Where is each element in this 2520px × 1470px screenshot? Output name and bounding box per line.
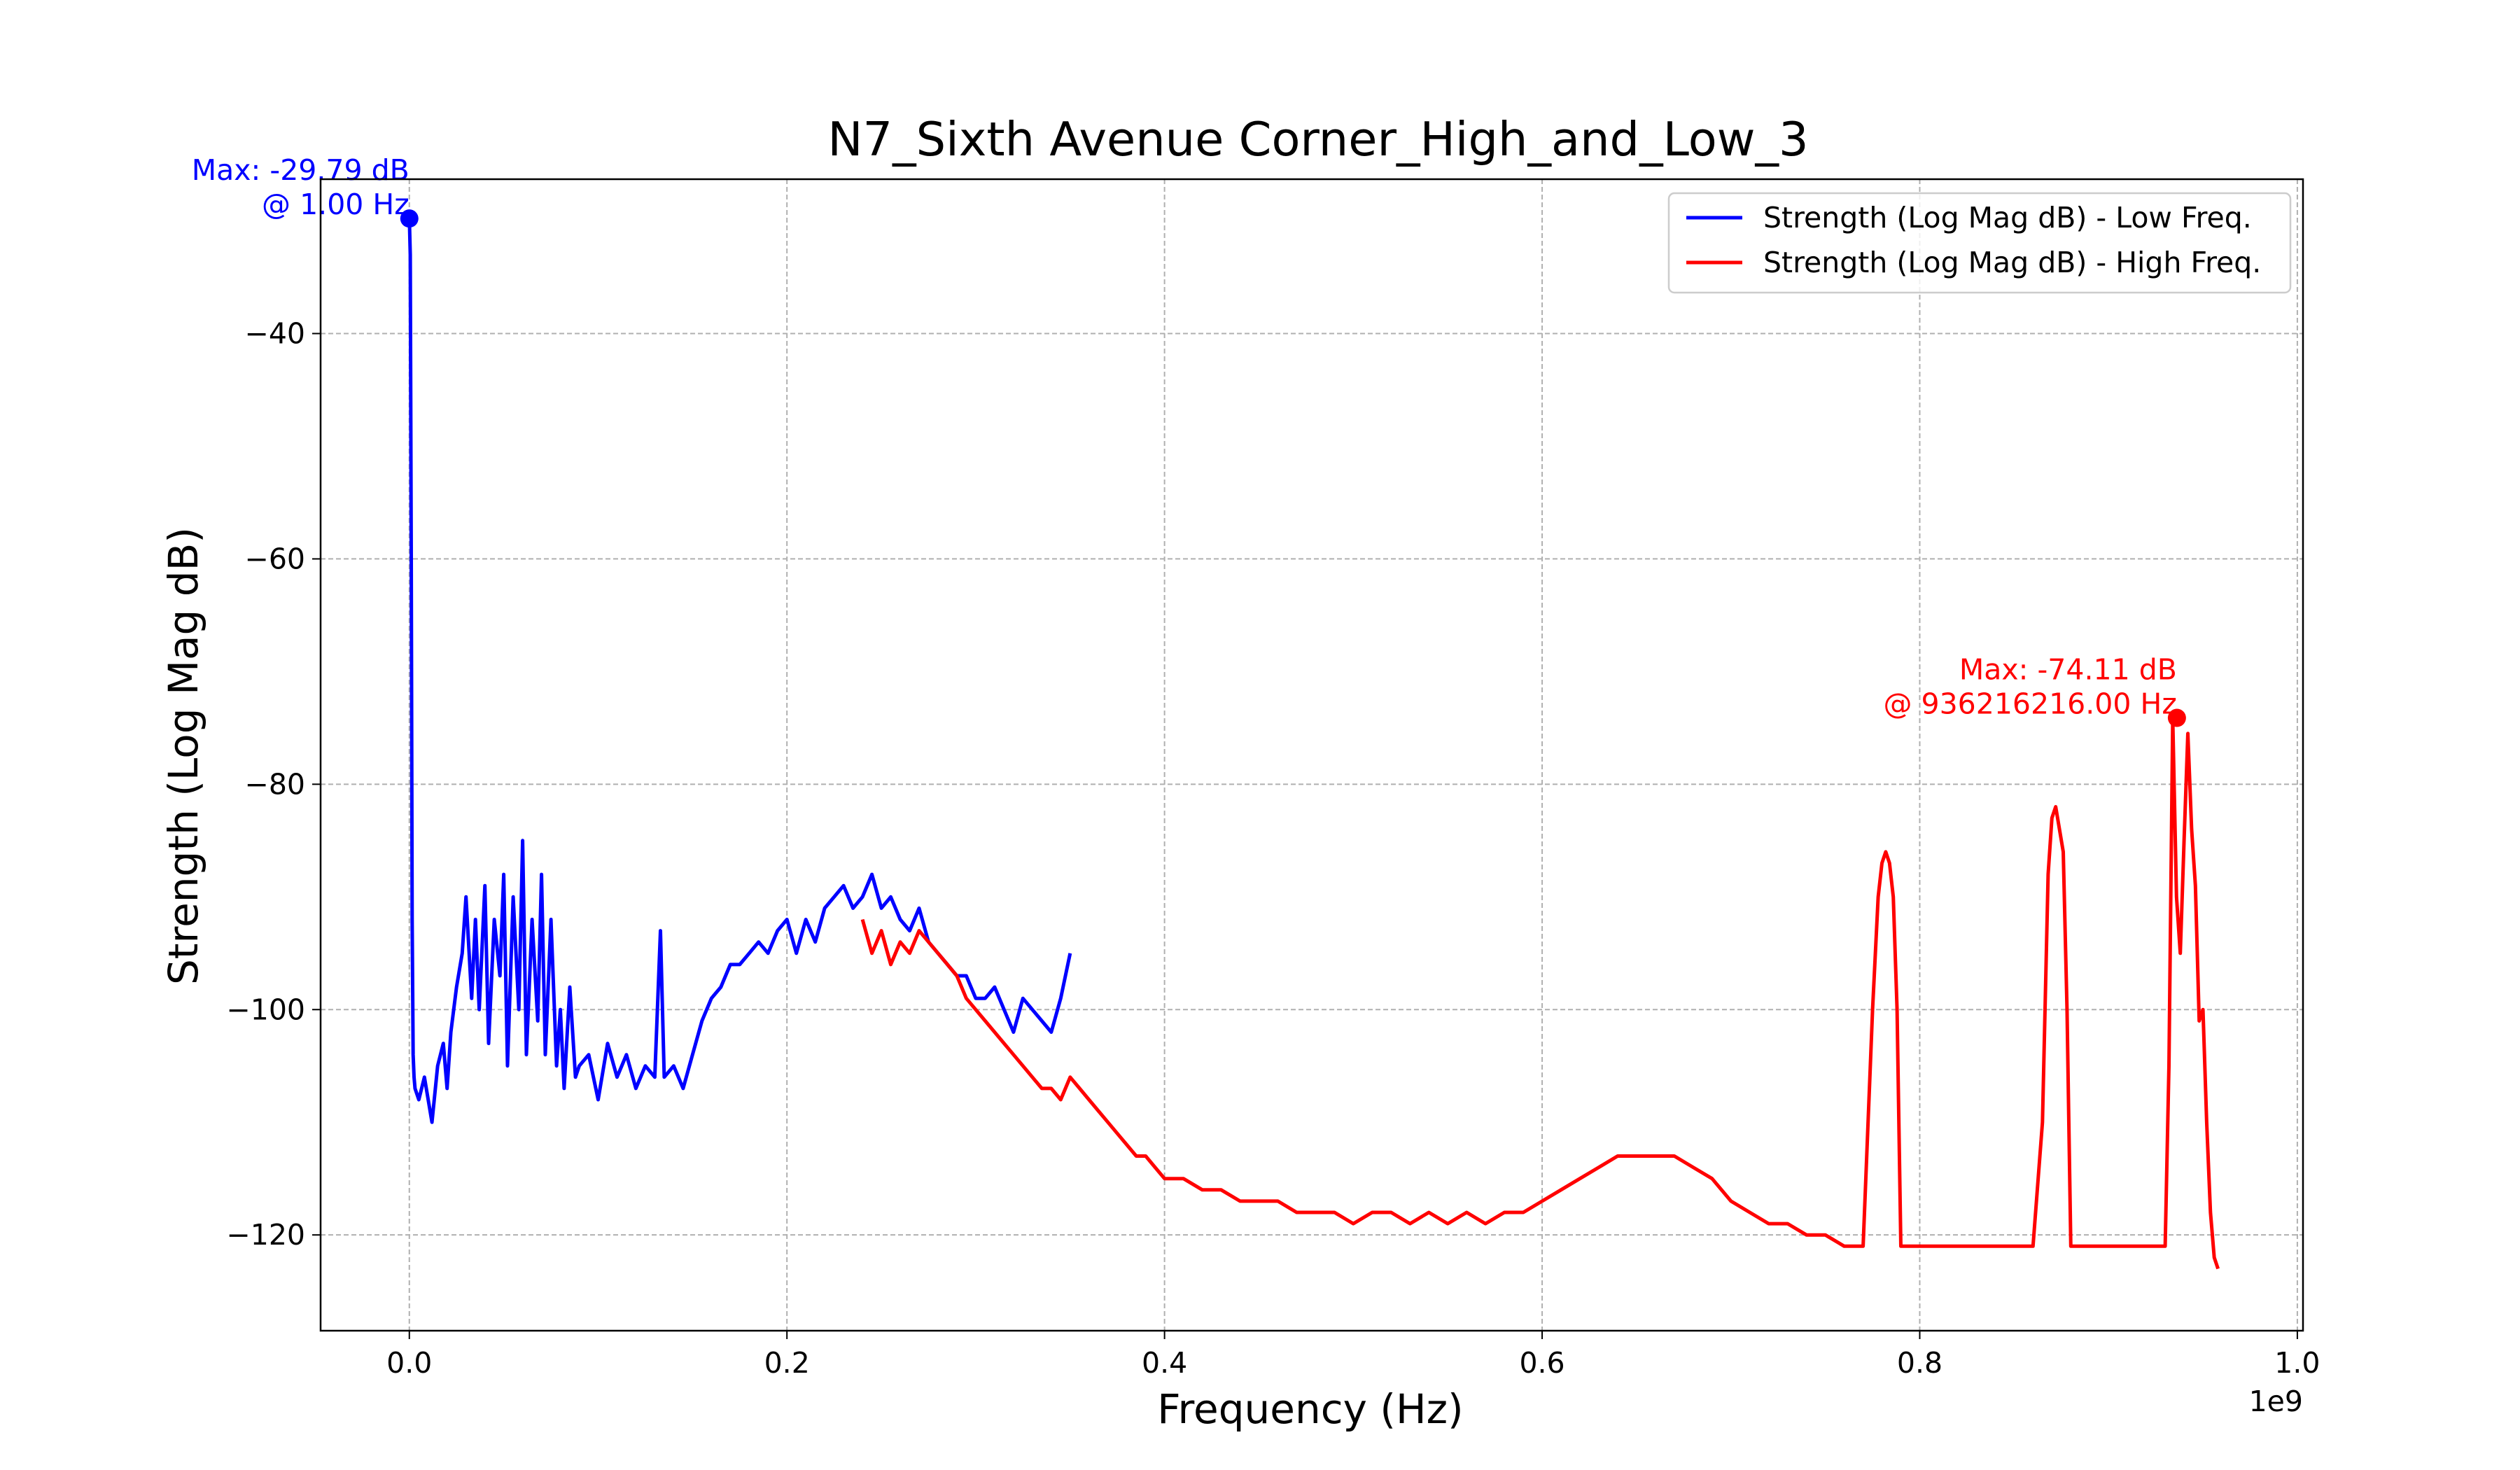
max-annotation-frequency: @ 936216216.00 Hz [1883,687,2176,721]
legend-label-high-freq: Strength (Log Mag dB) - High Freq. [1763,246,2261,279]
x-tick-label: 0.2 [764,1346,810,1380]
x-tick-label: 0.6 [1519,1346,1564,1380]
y-tick-label: −100 [226,993,305,1026]
max-marker [2167,708,2186,727]
legend: Strength (Log Mag dB) - Low Freq. Streng… [1667,192,2292,294]
chart-title: N7_Sixth Avenue Corner_High_and_Low_3 [827,112,1808,167]
max-marker [400,209,419,228]
max-annotation-value: Max: -29.79 dB [192,153,410,187]
y-axis-ticks: −120 −100 −80 −60 −40 [226,317,321,1252]
legend-box [1667,192,2292,294]
y-tick-label: −120 [226,1218,305,1252]
y-tick-label: −80 [244,767,305,801]
series-line-1 [860,716,2220,1270]
y-tick-label: −60 [244,542,305,575]
grid [321,179,2303,1331]
x-tick-label: 0.4 [1142,1346,1187,1380]
x-axis-label: Frequency (Hz) [1157,1385,1463,1433]
x-tick-label: 0.8 [1897,1346,1942,1380]
x-tick-label: 1.0 [2274,1346,2320,1380]
legend-label-low-freq: Strength (Log Mag dB) - Low Freq. [1763,201,2252,234]
series-line-0 [407,218,1072,1124]
x-tick-label: 0.0 [386,1346,432,1380]
plot-area-frame [319,178,2304,1332]
series-lines [407,218,2220,1270]
x-axis-offset-label: 1e9 [2249,1385,2303,1418]
max-annotation-value: Max: -74.11 dB [1959,653,2177,687]
annotations: Max: -29.79 dB@ 1.00 Hz Max: -74.11 dB@ 9… [192,153,2186,727]
x-axis-ticks: 0.0 0.2 0.4 0.6 0.8 1.0 [386,1331,2320,1380]
y-axis-label: Strength (Log Mag dB) [160,527,207,985]
y-tick-label: −40 [244,317,305,351]
max-annotation-frequency: @ 1.00 Hz [262,188,410,221]
